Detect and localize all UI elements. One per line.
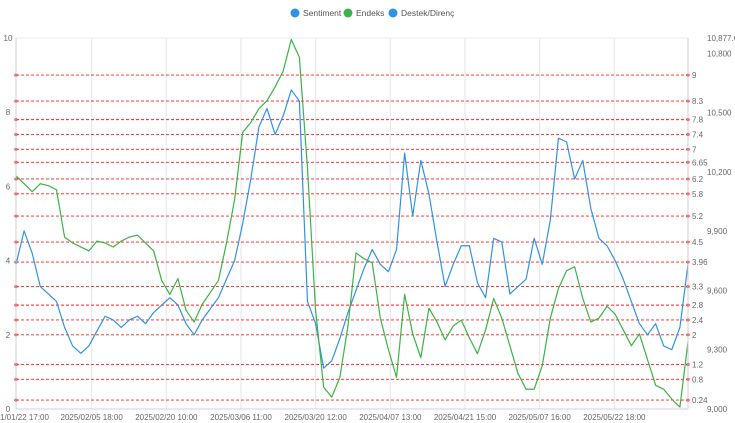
- legend-label-1: Endeks: [356, 8, 384, 18]
- level-label-8: 5.2: [692, 212, 704, 221]
- level-label-3: 7.4: [692, 130, 704, 139]
- level-label-7: 5.8: [692, 190, 704, 199]
- y-right-tick-4: 10,200: [707, 168, 732, 177]
- y-left-tick-4: 8: [6, 108, 11, 117]
- x-tick-label-3: 2025/03/06 11:00: [210, 413, 272, 422]
- level-label-5: 6.65: [692, 158, 708, 167]
- level-label-16: 0.8: [692, 375, 704, 384]
- legend-marker-2: [388, 8, 398, 18]
- y-left-tick-5: 10: [4, 34, 13, 43]
- grid: [91, 38, 615, 409]
- level-label-9: 4.5: [692, 238, 704, 247]
- y-left-tick-3: 6: [6, 182, 11, 191]
- legend-label-2: Destek/Direnç: [401, 8, 455, 18]
- level-label-17: 0.24: [692, 396, 708, 405]
- level-label-6: 6.2: [692, 175, 704, 184]
- legend-label-0: Sentiment: [303, 8, 342, 18]
- axes: 1/01/22 17:00 2025/02/05 18:00 2025/02/20 …: [0, 34, 735, 422]
- level-label-10: 3.96: [692, 258, 708, 267]
- y-right-tick-3: 9,900: [707, 227, 728, 236]
- x-tick-label-5: 2025/04/07 13:00: [359, 413, 422, 422]
- level-label-4: 7: [692, 145, 697, 154]
- y-left-tick-2: 4: [6, 257, 11, 266]
- level-label-1: 8.3: [692, 97, 704, 106]
- level-label-12: 2.8: [692, 301, 704, 310]
- x-tick-label-4: 2025/03/20 12:00: [285, 413, 348, 422]
- level-label-2: 7.8: [692, 116, 704, 125]
- y-right-tick-0: 9,000: [707, 405, 728, 414]
- x-tick-label-6: 2025/04/21 15:00: [434, 413, 497, 422]
- legend-marker-1: [343, 8, 353, 18]
- legend: Sentiment Endeks Destek/Direnç: [290, 8, 455, 18]
- legend-marker-0: [290, 8, 300, 18]
- y-right-max-label: 10,877.6: [707, 34, 735, 43]
- level-label-14: 2: [692, 331, 697, 340]
- y-left-tick-1: 2: [6, 331, 11, 340]
- y-right-tick-6: 10,800: [707, 49, 732, 58]
- y-right-tick-5: 10,500: [707, 109, 732, 118]
- level-label-15: 1.2: [692, 360, 704, 369]
- x-tick-label-1: 2025/02/05 18:00: [61, 413, 124, 422]
- x-tick-label-8: 2025/05/22 18:00: [583, 413, 646, 422]
- y-right-tick-2: 9,600: [707, 286, 728, 295]
- x-tick-label-2: 2025/02/20 10:00: [135, 413, 198, 422]
- support-resistance-levels: 9 8.3 7.8 7.4 7 6.65 6.2 5.8 5.2 4.5 3.96 3.3 2.8 2.4…: [14, 71, 708, 405]
- level-label-13: 2.4: [692, 316, 704, 325]
- y-left-tick-0: 0: [6, 405, 11, 414]
- x-tick-label-7: 2025/05/07 16:00: [509, 413, 572, 422]
- series-layer: [15, 38, 689, 408]
- level-label-11: 3.3: [692, 283, 704, 292]
- level-label-0: 9: [692, 71, 697, 80]
- series-line-sentiment: [15, 89, 689, 369]
- series-line-endeks: [15, 38, 689, 408]
- y-right-tick-1: 9,300: [707, 346, 728, 355]
- x-tick-label-0: 1/01/22 17:00: [0, 413, 49, 422]
